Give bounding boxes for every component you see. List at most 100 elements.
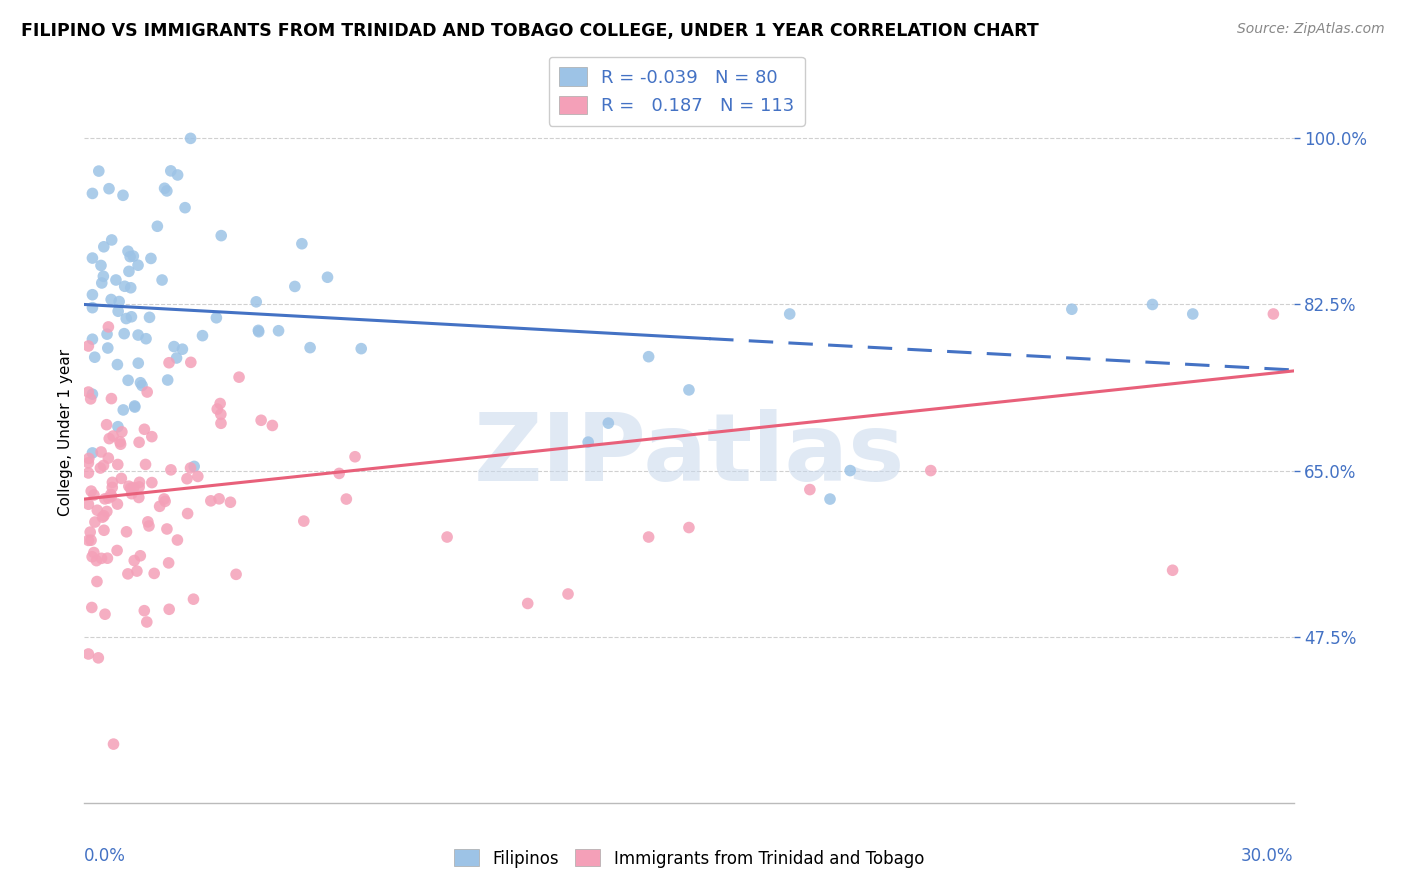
- Point: [316, 270, 339, 285]
- Point: [82, 301, 104, 315]
- Point: [166, 168, 188, 182]
- Point: [284, 279, 307, 293]
- Point: [118, 264, 141, 278]
- Point: [112, 326, 135, 341]
- Point: [350, 342, 373, 356]
- Point: [344, 450, 367, 464]
- Point: [80, 600, 103, 615]
- Point: [637, 350, 659, 364]
- Point: [117, 566, 139, 581]
- Text: Source: ZipAtlas.com: Source: ZipAtlas.com: [1237, 22, 1385, 37]
- Point: [180, 131, 202, 145]
- Point: [153, 181, 176, 195]
- Point: [77, 339, 100, 353]
- Point: [80, 533, 103, 548]
- Point: [127, 356, 149, 370]
- Point: [262, 418, 284, 433]
- Point: [111, 425, 134, 439]
- Point: [141, 430, 163, 444]
- Point: [86, 574, 108, 589]
- Point: [160, 463, 183, 477]
- Point: [180, 461, 202, 475]
- Point: [110, 471, 132, 485]
- Text: 30.0%: 30.0%: [1241, 847, 1294, 865]
- Point: [105, 543, 128, 558]
- Point: [121, 487, 143, 501]
- Point: [516, 597, 538, 611]
- Point: [100, 487, 122, 501]
- Point: [125, 564, 148, 578]
- Point: [122, 553, 145, 567]
- Point: [120, 481, 142, 495]
- Point: [96, 551, 118, 566]
- Point: [818, 491, 841, 506]
- Point: [100, 489, 122, 503]
- Point: [207, 402, 229, 417]
- Point: [107, 419, 129, 434]
- Point: [157, 602, 180, 616]
- Point: [128, 480, 150, 494]
- Point: [93, 269, 115, 284]
- Point: [678, 520, 700, 534]
- Point: [637, 530, 659, 544]
- Point: [131, 378, 153, 392]
- Point: [82, 332, 104, 346]
- Point: [93, 523, 115, 537]
- Point: [156, 522, 179, 536]
- Point: [120, 281, 142, 295]
- Point: [134, 422, 156, 436]
- Point: [135, 458, 157, 472]
- Point: [153, 491, 176, 506]
- Point: [96, 504, 118, 518]
- Point: [77, 466, 100, 480]
- Point: [1142, 297, 1164, 311]
- Point: [96, 417, 118, 432]
- Point: [208, 491, 231, 506]
- Point: [159, 164, 181, 178]
- Point: [82, 251, 104, 265]
- Point: [90, 259, 112, 273]
- Point: [135, 615, 157, 629]
- Point: [335, 491, 357, 506]
- Point: [172, 342, 194, 356]
- Point: [291, 236, 314, 251]
- Point: [104, 273, 127, 287]
- Point: [107, 358, 129, 372]
- Point: [176, 472, 198, 486]
- Point: [90, 551, 112, 566]
- Point: [135, 332, 157, 346]
- Point: [205, 310, 228, 325]
- Point: [245, 294, 267, 309]
- Point: [228, 370, 250, 384]
- Point: [82, 549, 104, 564]
- Point: [136, 515, 159, 529]
- Point: [157, 356, 180, 370]
- Point: [122, 481, 145, 495]
- Point: [839, 464, 862, 478]
- Point: [156, 184, 179, 198]
- Point: [779, 307, 801, 321]
- Point: [128, 491, 150, 505]
- Point: [98, 182, 121, 196]
- Point: [138, 310, 160, 325]
- Point: [166, 533, 188, 547]
- Point: [183, 592, 205, 607]
- Point: [209, 417, 232, 431]
- Point: [134, 604, 156, 618]
- Point: [1060, 302, 1083, 317]
- Point: [124, 399, 146, 413]
- Point: [79, 392, 101, 406]
- Point: [83, 545, 105, 559]
- Legend: Filipinos, Immigrants from Trinidad and Tobago: Filipinos, Immigrants from Trinidad and …: [446, 841, 932, 876]
- Text: 0.0%: 0.0%: [84, 847, 127, 865]
- Point: [117, 244, 139, 259]
- Point: [93, 508, 115, 523]
- Point: [124, 400, 146, 414]
- Point: [247, 325, 270, 339]
- Point: [127, 258, 149, 272]
- Point: [128, 475, 150, 490]
- Point: [174, 201, 197, 215]
- Point: [93, 458, 115, 473]
- Point: [90, 445, 112, 459]
- Point: [436, 530, 458, 544]
